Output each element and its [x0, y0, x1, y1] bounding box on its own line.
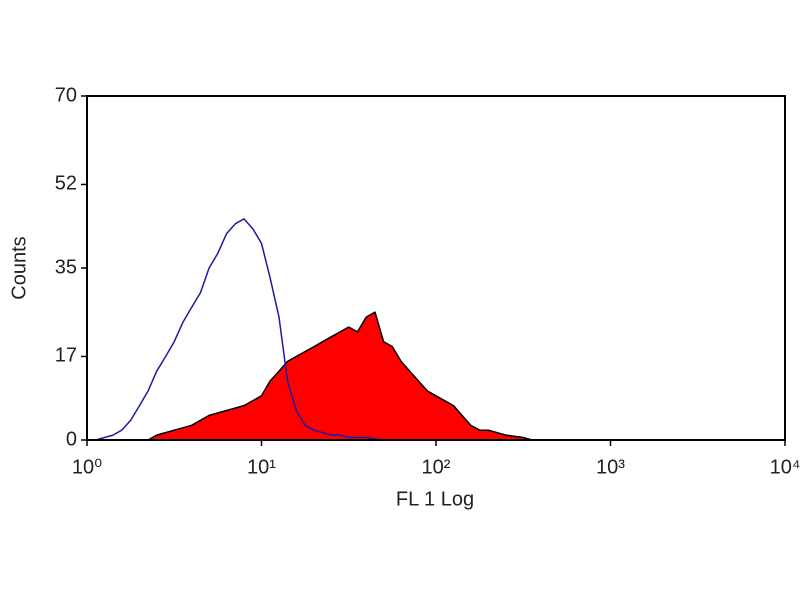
- x-tick-label: 10¹: [247, 456, 276, 478]
- y-tick-label: 0: [66, 428, 77, 450]
- x-axis-label: FL 1 Log: [396, 488, 474, 510]
- plot-frame: [86, 95, 786, 441]
- x-tick-label: 10⁰: [72, 456, 102, 478]
- y-tick-label: 52: [55, 173, 77, 195]
- x-tick-label: 10⁴: [770, 456, 800, 478]
- x-tick-label: 10³: [596, 456, 625, 478]
- histogram-line: [95, 218, 384, 441]
- y-tick-label: 17: [55, 345, 77, 367]
- y-axis-label: Counts: [8, 236, 30, 299]
- y-tick-label: 35: [55, 256, 77, 278]
- y-tick-label: 70: [55, 84, 77, 106]
- histogram-area: [147, 311, 533, 441]
- x-tick-label: 10²: [422, 456, 451, 478]
